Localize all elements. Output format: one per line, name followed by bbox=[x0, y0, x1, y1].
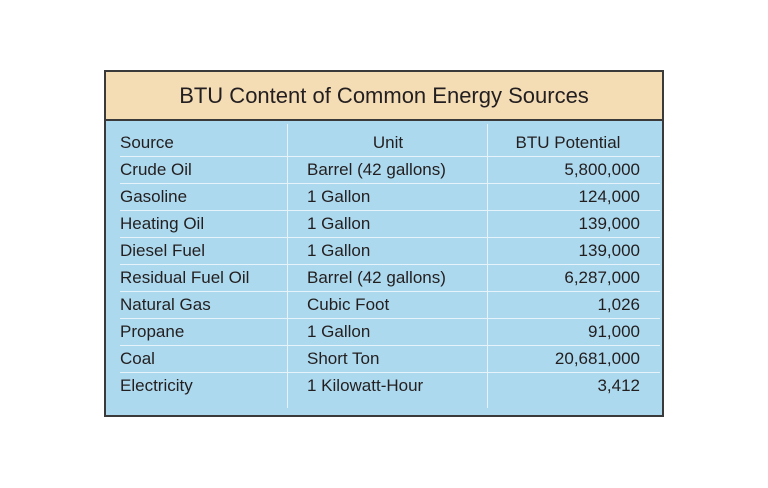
table-cell: 5,800,000 bbox=[564, 160, 640, 179]
row-divider bbox=[120, 318, 660, 319]
row-divider bbox=[120, 264, 660, 265]
table-title: BTU Content of Common Energy Sources bbox=[106, 72, 662, 121]
table-cell: 91,000 bbox=[588, 322, 640, 341]
row-divider bbox=[120, 183, 660, 184]
table-cell: 1 Kilowatt-Hour bbox=[307, 376, 424, 395]
row-divider bbox=[120, 156, 660, 157]
row-divider bbox=[120, 237, 660, 238]
table-cell: 139,000 bbox=[578, 241, 640, 260]
table-cell: 139,000 bbox=[578, 214, 640, 233]
row-divider bbox=[120, 372, 660, 373]
table-cell: 1 Gallon bbox=[307, 214, 371, 233]
table-cell: 20,681,000 bbox=[554, 349, 640, 368]
table-cell: Propane bbox=[120, 322, 185, 341]
table-cell: Barrel (42 gallons) bbox=[307, 160, 446, 179]
column-divider bbox=[487, 124, 488, 408]
table-cell: 1 Gallon bbox=[307, 241, 371, 260]
column-header: Source bbox=[120, 133, 174, 152]
table-cell: Residual Fuel Oil bbox=[120, 268, 250, 287]
table-cell: 1 Gallon bbox=[307, 187, 371, 206]
row-divider bbox=[120, 291, 660, 292]
table-card: BTU Content of Common Energy Sources Sou… bbox=[104, 70, 664, 417]
table-cell: Coal bbox=[120, 349, 155, 368]
table-cell: Cubic Foot bbox=[307, 295, 390, 314]
table-cell: Barrel (42 gallons) bbox=[307, 268, 446, 287]
table-cell: Electricity bbox=[120, 376, 193, 395]
table-cell: Short Ton bbox=[307, 349, 380, 368]
row-divider bbox=[120, 345, 660, 346]
table-cell: 124,000 bbox=[578, 187, 640, 206]
row-divider bbox=[120, 210, 660, 211]
table-cell: Natural Gas bbox=[120, 295, 211, 314]
table-cell: Crude Oil bbox=[120, 160, 192, 179]
table-cell: Diesel Fuel bbox=[120, 241, 206, 260]
table-cell: 6,287,000 bbox=[564, 268, 640, 287]
table-cell: 1 Gallon bbox=[307, 322, 371, 341]
column-divider bbox=[287, 124, 288, 408]
table-cell: 3,412 bbox=[597, 376, 640, 395]
table-cell: Gasoline bbox=[120, 187, 188, 206]
table-cell: 1,026 bbox=[597, 295, 640, 314]
column-header: BTU Potential bbox=[515, 133, 621, 152]
column-header: Unit bbox=[372, 133, 404, 152]
table-cell: Heating Oil bbox=[120, 214, 205, 233]
